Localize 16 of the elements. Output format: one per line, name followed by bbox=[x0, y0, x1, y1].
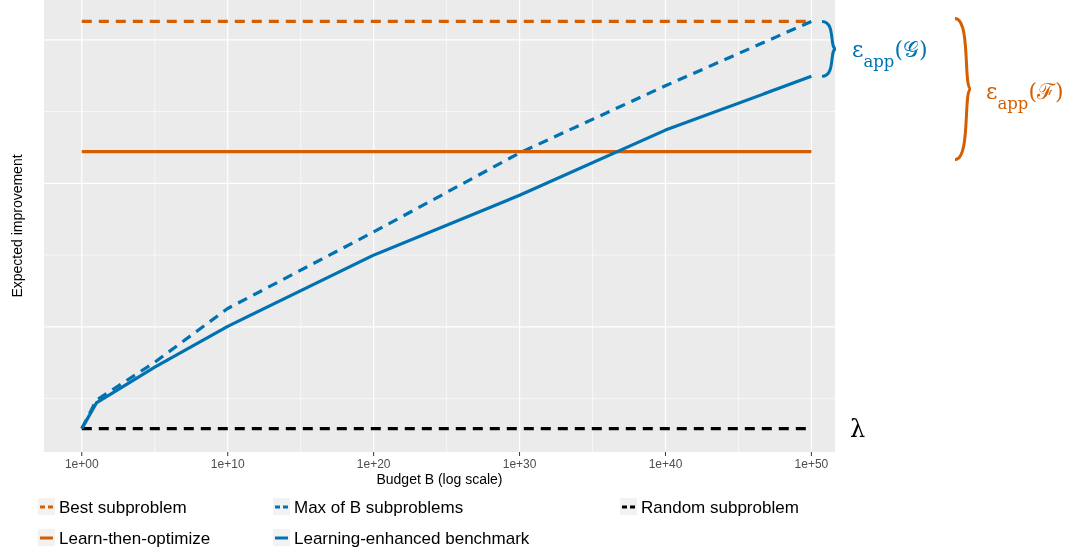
text: ε$_{app}$(𝒢) bbox=[852, 36, 928, 71]
legend-label: Learning-enhanced benchmark bbox=[294, 529, 530, 548]
x-tick-label: 1e+10 bbox=[210, 457, 245, 471]
text: ε$_{app}$(ℱ) bbox=[986, 78, 1064, 113]
x-tick-label: 1e+40 bbox=[648, 457, 683, 471]
legend-label: Learn-then-optimize bbox=[59, 529, 211, 548]
legend-label: Best subproblem bbox=[59, 498, 187, 517]
legend-label: Max of B subproblems bbox=[294, 498, 464, 517]
x-tick-label: 1e+00 bbox=[64, 457, 99, 471]
x-tick-label: 1e+20 bbox=[356, 457, 391, 471]
y-axis-title: Expected improvement bbox=[9, 154, 25, 298]
legend-label: Random subproblem bbox=[641, 498, 799, 517]
text: λ bbox=[850, 414, 866, 443]
x-axis-title: Budget B (log scale) bbox=[376, 471, 503, 487]
x-tick-label: 1e+30 bbox=[502, 457, 537, 471]
x-tick-label: 1e+50 bbox=[794, 457, 829, 471]
